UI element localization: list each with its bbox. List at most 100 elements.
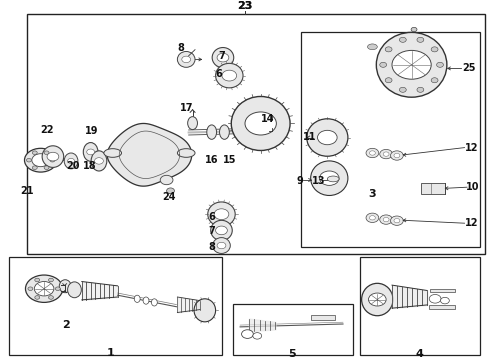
Polygon shape — [107, 123, 192, 186]
Circle shape — [44, 166, 49, 170]
Circle shape — [441, 297, 449, 304]
Circle shape — [95, 158, 103, 164]
Bar — [301, 32, 480, 247]
Circle shape — [245, 112, 276, 135]
Circle shape — [385, 47, 392, 52]
Ellipse shape — [207, 125, 217, 139]
Circle shape — [68, 158, 74, 163]
Text: 7: 7 — [218, 51, 225, 61]
Text: 12: 12 — [465, 143, 479, 153]
Ellipse shape — [91, 151, 107, 171]
Circle shape — [24, 148, 57, 172]
Ellipse shape — [327, 176, 339, 182]
Circle shape — [369, 216, 375, 220]
Circle shape — [49, 296, 53, 299]
Circle shape — [44, 151, 49, 154]
Bar — [430, 289, 455, 292]
Circle shape — [383, 152, 389, 156]
Ellipse shape — [68, 282, 81, 298]
Bar — [9, 257, 222, 355]
Circle shape — [217, 242, 226, 249]
Ellipse shape — [59, 280, 71, 293]
Circle shape — [25, 275, 63, 302]
Circle shape — [32, 154, 49, 167]
Circle shape — [28, 287, 33, 291]
Text: 23: 23 — [237, 1, 253, 12]
Text: 10: 10 — [466, 182, 480, 192]
Ellipse shape — [188, 117, 197, 130]
Circle shape — [437, 62, 443, 67]
Ellipse shape — [307, 119, 348, 156]
Circle shape — [380, 215, 392, 224]
Ellipse shape — [194, 299, 216, 322]
Ellipse shape — [177, 149, 195, 157]
Circle shape — [318, 130, 337, 145]
Circle shape — [391, 151, 403, 160]
Bar — [233, 304, 353, 355]
Text: 18: 18 — [83, 161, 97, 171]
Ellipse shape — [368, 44, 377, 50]
Text: 23: 23 — [237, 1, 253, 12]
Ellipse shape — [177, 51, 195, 67]
Text: 2: 2 — [62, 320, 70, 330]
Circle shape — [253, 333, 262, 339]
Text: 6: 6 — [208, 212, 215, 222]
Text: 21: 21 — [20, 186, 34, 196]
Text: 14: 14 — [261, 114, 275, 124]
Circle shape — [366, 213, 379, 222]
Circle shape — [368, 293, 386, 306]
Circle shape — [417, 37, 424, 42]
Text: 3: 3 — [368, 189, 376, 199]
Ellipse shape — [311, 161, 348, 195]
Text: 13: 13 — [312, 176, 325, 186]
Text: 5: 5 — [288, 349, 295, 359]
Text: 1: 1 — [106, 348, 114, 358]
Circle shape — [399, 37, 406, 42]
Ellipse shape — [362, 283, 393, 316]
Text: 7: 7 — [208, 226, 215, 237]
Text: 9: 9 — [296, 176, 303, 186]
Text: 20: 20 — [66, 161, 79, 171]
Circle shape — [26, 158, 31, 162]
Ellipse shape — [216, 63, 243, 88]
Circle shape — [392, 50, 431, 79]
Circle shape — [383, 217, 389, 222]
Ellipse shape — [208, 202, 235, 226]
Circle shape — [411, 27, 417, 32]
Circle shape — [182, 56, 191, 63]
Text: 8: 8 — [177, 42, 184, 53]
Text: 24: 24 — [162, 192, 176, 202]
Text: 8: 8 — [208, 242, 215, 252]
Text: 19: 19 — [85, 126, 99, 136]
Circle shape — [380, 62, 387, 67]
Circle shape — [167, 188, 174, 194]
Circle shape — [380, 149, 392, 159]
Circle shape — [35, 278, 40, 282]
Circle shape — [222, 70, 237, 81]
Circle shape — [394, 153, 400, 158]
Ellipse shape — [211, 220, 232, 240]
Ellipse shape — [231, 96, 290, 150]
Text: 11: 11 — [302, 132, 316, 142]
Text: 6: 6 — [216, 69, 222, 79]
Circle shape — [35, 296, 40, 299]
Circle shape — [242, 330, 253, 338]
Ellipse shape — [376, 32, 447, 97]
Circle shape — [49, 278, 53, 282]
Text: 22: 22 — [40, 125, 53, 135]
Circle shape — [385, 78, 392, 83]
Circle shape — [32, 166, 37, 170]
Ellipse shape — [213, 238, 230, 253]
Ellipse shape — [220, 125, 229, 139]
Circle shape — [391, 216, 403, 225]
Text: 17: 17 — [180, 103, 194, 113]
Circle shape — [394, 219, 400, 223]
Bar — [429, 305, 455, 309]
Text: 16: 16 — [205, 155, 219, 165]
Circle shape — [217, 53, 229, 62]
Text: 4: 4 — [415, 349, 423, 359]
Circle shape — [369, 151, 375, 155]
Ellipse shape — [83, 143, 98, 161]
Text: 15: 15 — [222, 155, 236, 165]
Circle shape — [214, 209, 229, 220]
